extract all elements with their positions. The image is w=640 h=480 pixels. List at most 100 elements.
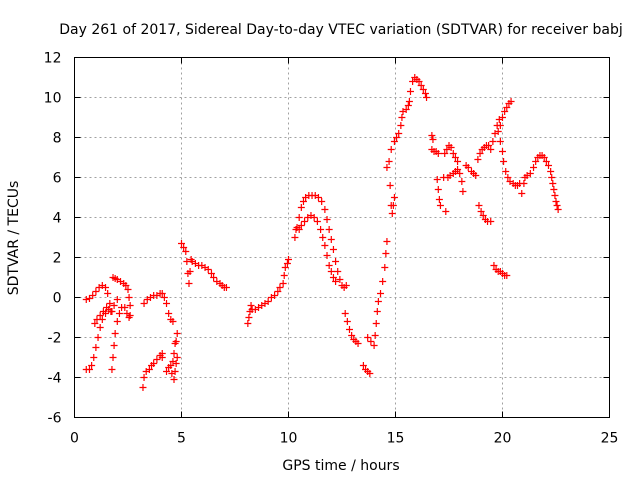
series-arc-12: [291, 192, 350, 291]
data-point: [402, 106, 410, 113]
data-point: [496, 138, 504, 145]
data-point: [186, 268, 194, 275]
data-point: [297, 222, 305, 229]
data-point: [364, 334, 372, 341]
data-point: [348, 332, 356, 339]
data-point: [169, 318, 177, 325]
series-arc-7: [140, 290, 177, 325]
series-arc-24: [518, 152, 562, 213]
data-point: [264, 298, 272, 305]
data-point: [92, 344, 100, 351]
tick-labels-layer: 0 5 10 15 20 25 -6 -4 -2 0 2 4 6 8 10 12: [44, 51, 619, 447]
data-point: [85, 295, 93, 302]
data-point: [499, 148, 506, 155]
data-point: [490, 262, 498, 269]
data-point: [182, 248, 190, 255]
data-point: [542, 158, 550, 165]
data-point: [103, 304, 111, 311]
data-point: [377, 290, 385, 297]
data-point: [419, 86, 427, 93]
data-point: [434, 186, 442, 193]
data-point: [107, 308, 115, 315]
data-point: [88, 362, 96, 369]
data-point: [291, 234, 299, 241]
data-point: [89, 292, 97, 299]
data-point: [454, 166, 462, 173]
data-point: [443, 146, 451, 153]
data-point: [301, 218, 309, 225]
data-point: [500, 158, 508, 165]
series-arc-19: [444, 142, 495, 195]
data-point: [383, 164, 391, 171]
data-point: [485, 142, 493, 149]
data-point: [390, 138, 398, 145]
data-point: [325, 226, 333, 233]
series-arc-11: [244, 256, 292, 327]
data-point: [113, 318, 121, 325]
data-point: [435, 196, 443, 203]
data-point: [96, 324, 104, 331]
data-point: [108, 366, 116, 373]
x-tick-label: 25: [601, 431, 619, 447]
data-point: [323, 252, 331, 259]
series-arc-14: [341, 310, 362, 347]
data-point: [487, 146, 495, 153]
data-point: [321, 242, 329, 249]
y-tick-label: -2: [48, 331, 62, 347]
data-point: [387, 146, 395, 153]
series-arc-17: [383, 74, 431, 217]
data-point: [172, 360, 180, 367]
data-point: [321, 206, 329, 213]
data-point: [518, 190, 526, 197]
data-point: [395, 130, 403, 137]
data-point: [327, 268, 335, 275]
data-point: [398, 114, 406, 121]
data-point: [93, 316, 101, 323]
data-point: [115, 310, 123, 317]
data-point: [170, 350, 178, 357]
data-point: [121, 304, 129, 311]
data-points-layer: [82, 74, 562, 391]
y-tick-label: 8: [53, 131, 62, 147]
data-point: [458, 178, 466, 185]
data-point: [173, 330, 181, 337]
data-point: [341, 310, 349, 317]
data-point: [507, 98, 515, 105]
data-point: [329, 274, 337, 281]
data-point: [373, 308, 381, 315]
series-arc-23: [494, 128, 524, 189]
data-point: [451, 154, 459, 161]
data-point: [310, 214, 318, 221]
data-point: [110, 342, 118, 349]
data-point: [499, 114, 506, 121]
data-point: [153, 356, 161, 363]
data-point: [409, 78, 417, 85]
data-point: [379, 278, 387, 285]
series-arc-3: [91, 304, 111, 327]
data-point: [381, 264, 389, 271]
data-point: [449, 150, 457, 157]
data-point: [374, 298, 382, 305]
x-tick-label: 0: [70, 431, 79, 447]
data-point: [532, 158, 540, 165]
data-point: [145, 366, 153, 373]
data-point: [385, 158, 393, 165]
data-point: [163, 368, 171, 375]
data-point: [551, 192, 559, 199]
data-point: [124, 286, 132, 293]
data-point: [552, 198, 560, 205]
data-point: [106, 300, 114, 307]
data-point: [126, 312, 134, 319]
data-point: [178, 240, 185, 247]
data-point: [501, 108, 509, 115]
data-point: [125, 294, 133, 301]
data-point: [317, 226, 325, 233]
data-point: [283, 260, 291, 267]
data-point: [113, 296, 121, 303]
data-point: [397, 122, 405, 129]
data-point: [96, 312, 104, 319]
data-point: [540, 154, 548, 161]
data-point: [122, 282, 130, 289]
data-point: [126, 302, 134, 309]
data-point: [204, 266, 212, 273]
